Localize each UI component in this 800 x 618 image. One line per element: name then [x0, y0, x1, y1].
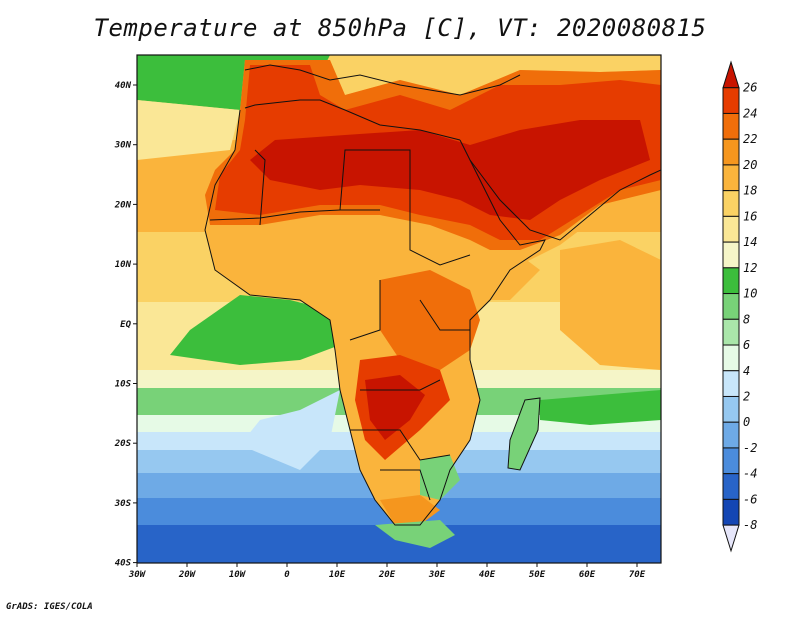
colorbar-label: 24	[743, 106, 757, 120]
colorbar-label: 16	[743, 209, 757, 223]
lat-tick-label: 40S	[115, 559, 132, 569]
colorbar-label: 20	[743, 158, 757, 172]
lon-tick-label: 10E	[329, 570, 346, 580]
map-title: Temperature at 850hPa [C], VT: 202008081…	[93, 14, 707, 42]
colorbar-label: -4	[743, 467, 757, 481]
lat-tick-label: 20N	[114, 200, 132, 210]
latitude-axis: 40N 30N 20N 10N EQ 10S 20S 30S 40S	[114, 81, 137, 569]
colorbar-label: -6	[743, 492, 757, 506]
credit-text: GrADS: IGES/COLA	[6, 602, 93, 612]
temperature-field	[137, 55, 661, 563]
colorbar-label: 12	[743, 261, 757, 275]
colorbar-cell	[722, 267, 740, 295]
colorbar-cell	[722, 395, 740, 423]
colorbar-cell	[722, 370, 740, 397]
colorbar-cell	[722, 138, 740, 166]
lat-tick-label: EQ	[120, 320, 131, 330]
colorbar-label: 26	[743, 81, 757, 95]
colorbar-cell	[722, 241, 740, 269]
longitude-axis: 30W 20W 10W 0 10E 20E 30E 40E 50E 60E 70E	[128, 563, 646, 580]
coastlines	[204, 64, 661, 526]
colorbar-cell	[722, 112, 740, 140]
lat-tick-label: 10S	[115, 380, 132, 390]
colorbar-cell	[722, 215, 740, 243]
colorbar-top-triangle	[722, 60, 740, 89]
lat-tick-label: 40N	[115, 81, 132, 91]
colorbar-label: -8	[743, 518, 757, 532]
lon-tick-label: 10W	[229, 570, 247, 580]
lon-tick-label: 40E	[479, 570, 496, 580]
lon-tick-label: 20E	[378, 570, 396, 580]
lon-tick-label: 60E	[579, 570, 596, 580]
colorbar-cell	[722, 164, 740, 192]
colorbar-label: 18	[743, 184, 757, 198]
colorbar-cell	[722, 87, 740, 114]
colorbar-cell	[722, 421, 740, 449]
map-frame	[136, 54, 662, 564]
colorbar-cell	[722, 190, 740, 217]
lon-tick-label: 0	[284, 570, 290, 580]
colorbar-label: 8	[743, 312, 750, 326]
colorbar-cell	[722, 447, 740, 475]
lon-tick-label: 30E	[428, 570, 446, 580]
lon-tick-label: 20W	[178, 570, 197, 580]
lat-tick-label: 30N	[114, 141, 132, 151]
colorbar-label: 22	[743, 132, 757, 146]
colorbar-cell	[722, 498, 740, 526]
lat-tick-label: 10N	[115, 260, 132, 270]
colorbar-label: 4	[743, 364, 750, 378]
colorbar-cell	[722, 473, 740, 500]
colorbar-cell	[722, 344, 740, 372]
colorbar-label: 10	[743, 287, 757, 301]
colorbar-bottom-triangle	[722, 524, 740, 553]
colorbar-label: 2	[743, 389, 750, 403]
lon-tick-label: 50E	[529, 570, 546, 580]
colorbar-cell	[722, 293, 740, 320]
lat-tick-label: 30S	[114, 499, 132, 509]
lon-tick-label: 70E	[629, 570, 646, 580]
colorbar-label: 0	[743, 415, 750, 429]
colorbar-cell	[722, 318, 740, 346]
lat-tick-label: 20S	[114, 439, 132, 449]
lon-tick-label: 30W	[128, 570, 147, 580]
colorbar-label: -2	[743, 441, 757, 455]
colorbar-label: 6	[743, 338, 750, 352]
colorbar-label: 14	[743, 235, 757, 249]
